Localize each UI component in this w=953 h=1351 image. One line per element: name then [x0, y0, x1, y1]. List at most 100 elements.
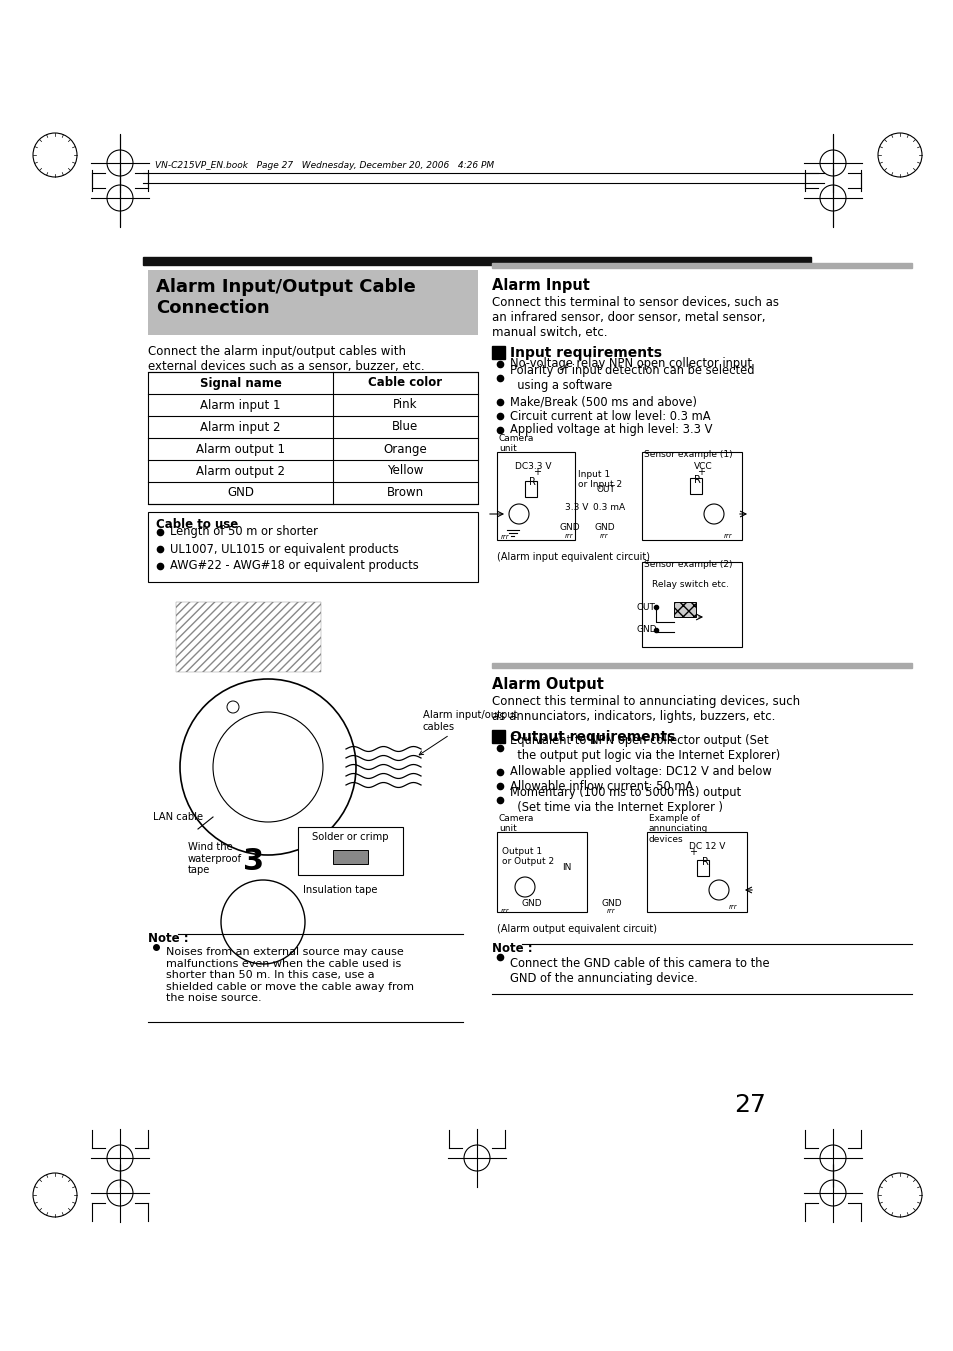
Text: rrr: rrr	[500, 908, 509, 915]
Text: LAN cable: LAN cable	[152, 812, 203, 821]
Text: Example of
annunciating
devices: Example of annunciating devices	[648, 815, 708, 844]
Bar	[673, 603, 696, 617]
Bar	[497, 453, 575, 540]
Text: Note :: Note :	[148, 932, 189, 944]
Text: Alarm output 2: Alarm output 2	[195, 465, 285, 477]
Text: R: R	[701, 857, 708, 867]
Text: rrr: rrr	[728, 904, 737, 911]
Text: Input 1
or Input 2: Input 1 or Input 2	[578, 470, 621, 489]
Text: Polarity of input detection can be selected
  using a software: Polarity of input detection can be selec…	[510, 363, 754, 392]
Text: DC 12 V: DC 12 V	[688, 842, 724, 851]
Text: Alarm input 1: Alarm input 1	[200, 399, 280, 412]
Bar	[148, 270, 477, 335]
Circle shape	[703, 504, 723, 524]
Bar	[492, 346, 504, 359]
Text: Wind the
waterproof
tape: Wind the waterproof tape	[188, 842, 242, 875]
Text: Relay switch etc.: Relay switch etc.	[651, 580, 728, 589]
Text: Input requirements: Input requirements	[510, 346, 661, 359]
Bar	[524, 481, 537, 497]
Bar	[641, 562, 741, 647]
Text: Blue: Blue	[392, 420, 418, 434]
Text: IN: IN	[561, 862, 571, 871]
Text: unit: unit	[498, 444, 517, 453]
Text: 3: 3	[243, 847, 264, 877]
Text: Insulation tape: Insulation tape	[303, 885, 377, 894]
Circle shape	[708, 880, 728, 900]
Text: Applied voltage at high level: 3.3 V: Applied voltage at high level: 3.3 V	[510, 423, 712, 436]
Text: VCC: VCC	[693, 462, 712, 471]
Text: Brown: Brown	[387, 486, 424, 500]
Text: Connect the GND cable of this camera to the
GND of the annunciating device.: Connect the GND cable of this camera to …	[510, 957, 769, 985]
Text: Connect the alarm input/output cables with
external devices such as a sensor, bu: Connect the alarm input/output cables wi…	[148, 345, 424, 373]
Text: GND: GND	[559, 523, 580, 531]
Bar	[697, 861, 708, 875]
Text: Camera: Camera	[498, 815, 534, 823]
Text: 3.3 V: 3.3 V	[564, 504, 588, 512]
Text: Cable color: Cable color	[368, 377, 442, 389]
Text: Solder or crimp: Solder or crimp	[312, 832, 388, 842]
Bar	[333, 850, 368, 865]
Text: Equivalent to NPN open collector output (Set
  the output put logic via the Inte: Equivalent to NPN open collector output …	[510, 734, 780, 762]
Text: Alarm input 2: Alarm input 2	[200, 420, 280, 434]
Text: (Alarm input equivalent circuit): (Alarm input equivalent circuit)	[497, 553, 649, 562]
Text: No-voltage relay NPN open collector input: No-voltage relay NPN open collector inpu…	[510, 358, 751, 370]
Text: Sensor example (1): Sensor example (1)	[643, 450, 732, 459]
Text: Allowable applied voltage: DC12 V and below: Allowable applied voltage: DC12 V and be…	[510, 766, 771, 778]
Text: Length of 50 m or shorter: Length of 50 m or shorter	[170, 526, 317, 539]
Bar	[148, 512, 477, 582]
Text: Cable to use: Cable to use	[156, 517, 238, 531]
Text: GND: GND	[601, 900, 622, 908]
Bar	[492, 663, 911, 667]
Bar	[646, 832, 746, 912]
Text: GND: GND	[595, 523, 615, 531]
Bar	[143, 257, 810, 265]
Text: Momentary (100 ms to 5000 ms) output
  (Set time via the Internet Explorer ): Momentary (100 ms to 5000 ms) output (Se…	[510, 786, 740, 815]
Bar	[497, 832, 586, 912]
Text: Orange: Orange	[383, 443, 427, 455]
Text: DC3.3 V: DC3.3 V	[515, 462, 551, 471]
Circle shape	[515, 877, 535, 897]
Text: Make/Break (500 ms and above): Make/Break (500 ms and above)	[510, 396, 697, 408]
Text: Allowable inflow current: 50 mA: Allowable inflow current: 50 mA	[510, 780, 693, 793]
Bar	[148, 372, 477, 504]
Text: Output requirements: Output requirements	[510, 730, 675, 744]
Text: Connect this terminal to sensor devices, such as
an infrared sensor, door sensor: Connect this terminal to sensor devices,…	[492, 296, 779, 339]
Text: +: +	[688, 847, 697, 857]
Bar	[492, 730, 504, 743]
Text: GND: GND	[637, 626, 657, 635]
Text: Yellow: Yellow	[387, 465, 423, 477]
Text: rrr: rrr	[606, 908, 615, 915]
Text: Camera: Camera	[498, 434, 534, 443]
Text: (Alarm output equivalent circuit): (Alarm output equivalent circuit)	[497, 924, 657, 934]
Text: Signal name: Signal name	[199, 377, 281, 389]
Text: Note :: Note :	[492, 942, 532, 955]
Text: GND: GND	[521, 900, 542, 908]
Text: rrr: rrr	[723, 534, 732, 539]
Bar	[641, 453, 741, 540]
Text: +: +	[697, 467, 704, 477]
Bar	[689, 478, 701, 494]
Text: 27: 27	[733, 1093, 765, 1117]
Text: Connect this terminal to annunciating devices, such
as annunciators, indicators,: Connect this terminal to annunciating de…	[492, 694, 800, 723]
Text: Noises from an external source may cause
malfunctions even when the cable used i: Noises from an external source may cause…	[166, 947, 414, 1004]
Text: R: R	[529, 477, 536, 486]
Text: rrr: rrr	[599, 534, 608, 539]
Text: UL1007, UL1015 or equivalent products: UL1007, UL1015 or equivalent products	[170, 543, 398, 555]
Text: GND: GND	[227, 486, 253, 500]
Text: VN-C215VP_EN.book   Page 27   Wednesday, December 20, 2006   4:26 PM: VN-C215VP_EN.book Page 27 Wednesday, Dec…	[154, 161, 494, 170]
Text: Alarm input/output
cables: Alarm input/output cables	[418, 711, 517, 755]
Text: Alarm Output: Alarm Output	[492, 677, 603, 692]
Text: Pink: Pink	[393, 399, 417, 412]
Text: OUT: OUT	[637, 603, 655, 612]
Bar	[492, 263, 911, 267]
Circle shape	[509, 504, 529, 524]
Text: Sensor example (2): Sensor example (2)	[643, 561, 732, 569]
Text: AWG#22 - AWG#18 or equivalent products: AWG#22 - AWG#18 or equivalent products	[170, 559, 418, 573]
Text: OUT: OUT	[597, 485, 616, 494]
Text: 0.3 mA: 0.3 mA	[593, 504, 624, 512]
Text: rrr: rrr	[564, 534, 573, 539]
Bar	[175, 603, 320, 671]
Text: rrr: rrr	[500, 534, 509, 540]
Text: Alarm output 1: Alarm output 1	[195, 443, 285, 455]
Text: Circuit current at low level: 0.3 mA: Circuit current at low level: 0.3 mA	[510, 409, 710, 423]
